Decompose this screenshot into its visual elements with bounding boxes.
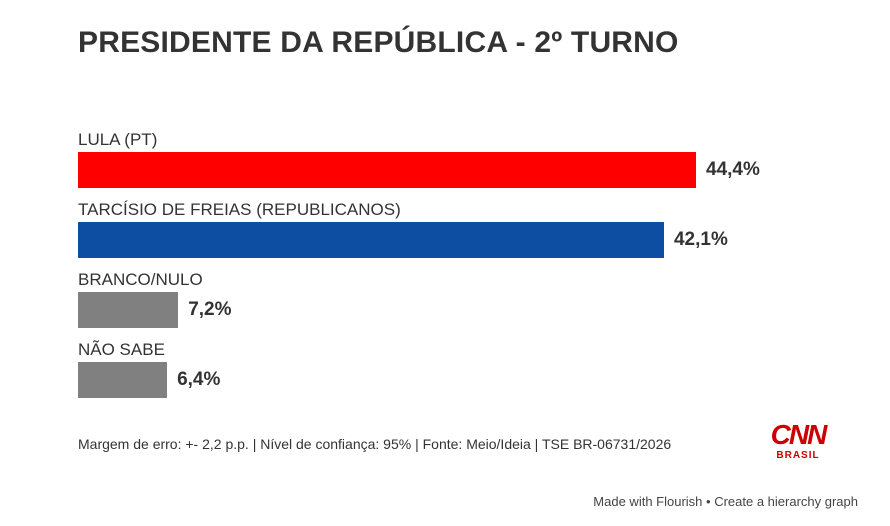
bar [78, 362, 168, 398]
footnote: Margem de erro: +- 2,2 p.p. | Nível de c… [78, 436, 672, 452]
credit-separator: • [702, 494, 715, 509]
cnn-brasil-logo: CNN BRASIL [766, 420, 830, 466]
logo-mark: CNN [770, 419, 828, 450]
bar [78, 152, 696, 188]
bar-value-label: 42,1% [673, 229, 728, 250]
bar-label: BRANCO/NULO [78, 270, 203, 289]
bar [78, 292, 179, 328]
bar [78, 222, 664, 258]
bar-chart: LULA (PT) 44,4% TARCÍSIO DE FREIAS (REPUBL… [78, 128, 858, 408]
bar-label: LULA (PT) [78, 130, 158, 149]
flourish-credit: Made with Flourish • Create a hierarchy … [593, 494, 858, 509]
bar-value-label: 44,4% [706, 159, 760, 180]
made-with-flourish-link[interactable]: Made with Flourish [593, 494, 703, 509]
logo-sub: BRASIL [776, 450, 820, 461]
bar-value-label: 6,4% [177, 369, 221, 390]
bar-label: NÃO SABE [78, 340, 165, 359]
chart-title: PRESIDENTE DA REPÚBLICA - 2º TURNO [78, 26, 679, 59]
create-graph-link[interactable]: Create a hierarchy graph [714, 494, 858, 509]
bar-value-label: 7,2% [188, 299, 232, 320]
bar-label: TARCÍSIO DE FREIAS (REPUBLICANOS) [78, 200, 401, 219]
